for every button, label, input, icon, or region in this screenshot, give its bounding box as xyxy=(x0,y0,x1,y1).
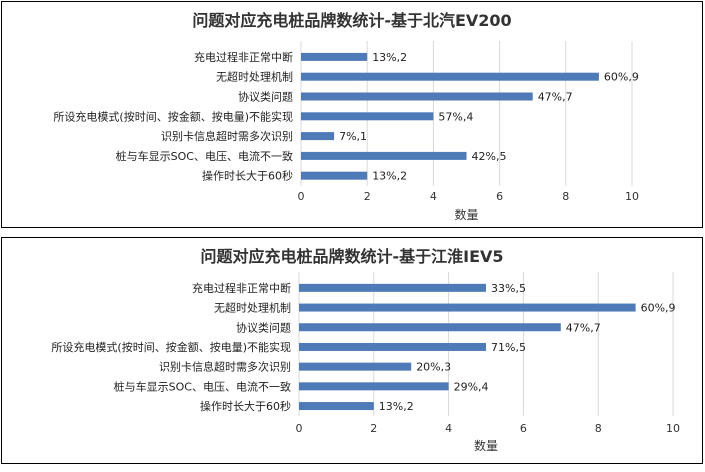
chart-title: 问题对应充电桩品牌数统计-基于北汽EV200 xyxy=(192,11,511,30)
category-label: 识别卡信息超时需多次识别 xyxy=(159,360,291,374)
category-label: 无超时处理机制 xyxy=(214,301,291,315)
bar xyxy=(299,303,636,312)
x-tick-label: 4 xyxy=(430,190,437,203)
data-label: 60%,9 xyxy=(604,71,639,84)
bar xyxy=(299,402,374,411)
x-axis-label: 数量 xyxy=(474,438,498,453)
bar xyxy=(299,342,486,351)
chart-title: 问题对应充电桩品牌数统计-基于江淮IEV5 xyxy=(200,247,503,266)
x-tick-label: 6 xyxy=(520,422,527,435)
category-label: 所设充电模式(按时间、按金额、按电量)不能实现 xyxy=(53,109,293,123)
category-label: 所设充电模式(按时间、按金额、按电量)不能实现 xyxy=(51,340,291,354)
data-label: 60%,9 xyxy=(641,302,676,315)
data-label: 42%,5 xyxy=(472,150,507,163)
category-label: 识别卡信息超时需多次识别 xyxy=(161,129,293,143)
x-tick-label: 10 xyxy=(666,422,680,435)
bar xyxy=(301,52,368,61)
category-label: 桩与车显示SOC、电压、电流不一致 xyxy=(114,379,291,393)
data-label: 47%,7 xyxy=(566,321,601,334)
x-tick-label: 6 xyxy=(496,190,503,203)
x-tick-label: 8 xyxy=(562,190,569,203)
data-label: 33%,5 xyxy=(491,282,526,295)
bar xyxy=(299,283,486,292)
data-label: 13%,2 xyxy=(372,51,407,64)
data-label: 7%,1 xyxy=(339,130,367,143)
category-label: 操作时长大于60秒 xyxy=(202,169,293,183)
category-label: 充电过程非正常中断 xyxy=(194,50,293,64)
x-tick-label: 2 xyxy=(364,190,371,203)
bar xyxy=(301,112,434,121)
data-label: 57%,4 xyxy=(438,110,473,123)
data-label: 71%,5 xyxy=(491,341,526,354)
category-label: 充电过程非正常中断 xyxy=(192,281,291,295)
bar xyxy=(299,382,449,391)
category-label: 无超时处理机制 xyxy=(216,70,293,84)
category-label: 协议类问题 xyxy=(236,320,291,334)
x-tick-label: 0 xyxy=(296,422,303,435)
x-tick-label: 4 xyxy=(445,422,452,435)
bar-chart-iev5: 问题对应充电桩品牌数统计-基于江淮IEV5 充电过程非正常中断 33%,5 无超时处理… xyxy=(51,247,680,453)
bar xyxy=(299,323,561,332)
data-label: 13%,2 xyxy=(379,400,414,413)
category-label: 协议类问题 xyxy=(238,90,293,104)
bar xyxy=(301,151,467,160)
x-tick-label: 0 xyxy=(298,190,305,203)
bar xyxy=(301,72,599,81)
chart-panel-iev5: 问题对应充电桩品牌数统计-基于江淮IEV5 充电过程非正常中断 33%,5 无超时处理… xyxy=(1,237,703,464)
bar xyxy=(301,171,368,180)
x-tick-label: 10 xyxy=(625,190,639,203)
bar xyxy=(301,132,335,141)
category-label: 操作时长大于60秒 xyxy=(200,399,291,413)
data-label: 20%,3 xyxy=(416,361,451,374)
data-label: 29%,4 xyxy=(454,380,489,393)
bar xyxy=(299,362,412,371)
chart-panel-ev200: 问题对应充电桩品牌数统计-基于北汽EV200 充电过程非正常中断 13%,2 无超时处… xyxy=(1,1,703,228)
bar xyxy=(301,92,533,101)
x-tick-label: 8 xyxy=(595,422,602,435)
bar-chart-ev200: 问题对应充电桩品牌数统计-基于北汽EV200 充电过程非正常中断 13%,2 无超时处… xyxy=(53,11,639,222)
category-label: 桩与车显示SOC、电压、电流不一致 xyxy=(116,149,293,163)
data-label: 13%,2 xyxy=(372,170,407,183)
x-tick-label: 2 xyxy=(370,422,377,435)
x-axis-label: 数量 xyxy=(454,207,478,222)
data-label: 47%,7 xyxy=(538,91,573,104)
